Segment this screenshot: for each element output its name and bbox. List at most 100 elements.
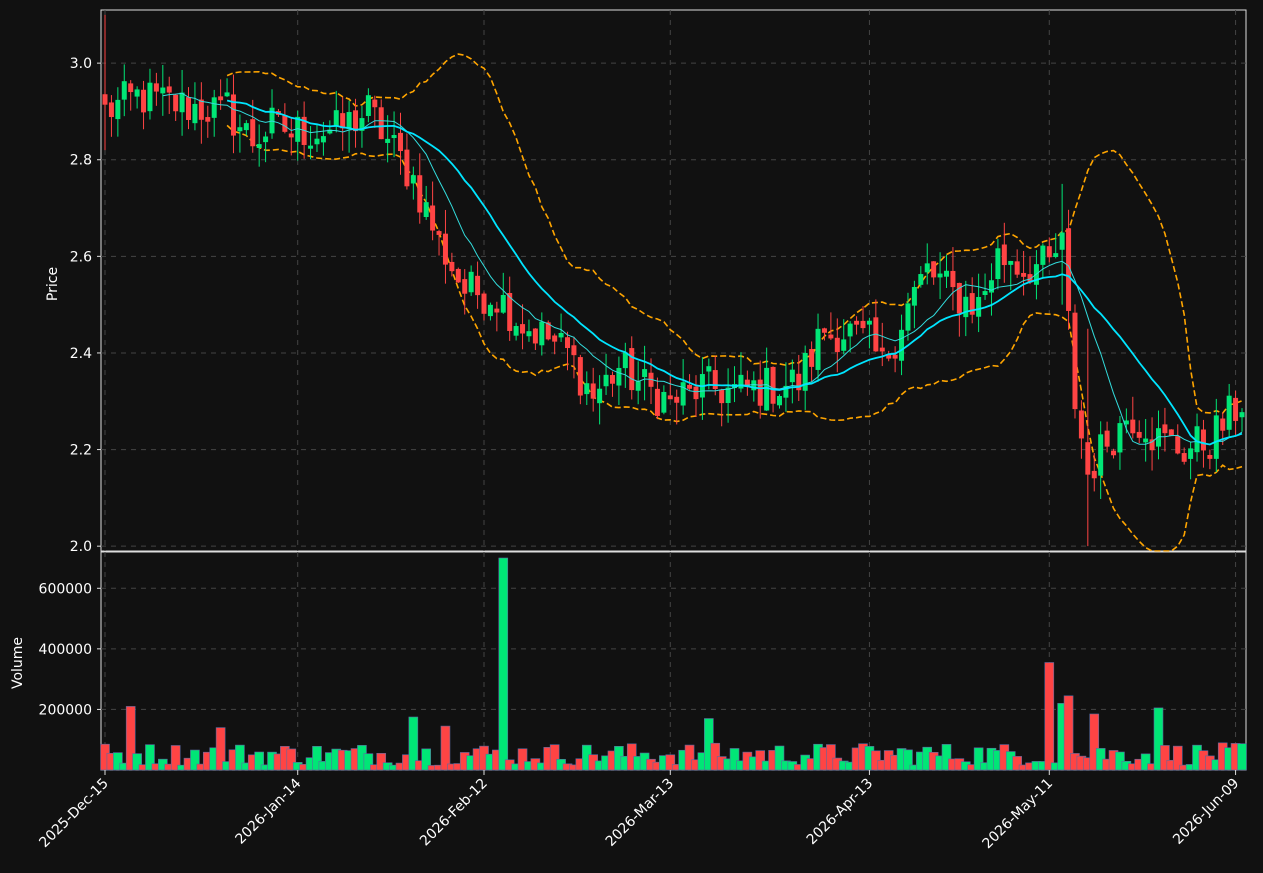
candle-down — [879, 347, 885, 352]
candle-up — [995, 248, 1001, 280]
candle-up — [308, 145, 314, 149]
candle-down — [719, 389, 725, 404]
volume-bar — [1172, 745, 1183, 771]
volume-bar — [1012, 756, 1022, 771]
volume-bar — [113, 752, 123, 771]
candle-up — [764, 367, 770, 411]
candle-up — [346, 112, 352, 130]
candle-down — [571, 345, 577, 356]
candle-down — [1111, 450, 1117, 456]
candle-up — [802, 352, 808, 391]
candle-down — [950, 270, 956, 288]
moving-averages — [162, 92, 1243, 446]
candle-down — [1130, 419, 1136, 434]
candle-down — [1091, 470, 1097, 479]
volume-bar — [549, 744, 560, 771]
candle-up — [841, 339, 847, 351]
volume-bar — [421, 748, 431, 771]
candle-down — [128, 83, 134, 93]
candle-up — [680, 382, 686, 406]
candle-up — [365, 95, 371, 116]
candle-up — [320, 136, 326, 143]
volume-bar — [517, 748, 528, 771]
price-ytick-label: 2.0 — [70, 539, 92, 555]
volume-bar — [1237, 743, 1247, 771]
candle-down — [404, 149, 410, 187]
candle-down — [828, 334, 834, 339]
candle-down — [565, 337, 571, 349]
candle-down — [1072, 312, 1078, 410]
candle-down — [674, 396, 680, 403]
candle-up — [847, 323, 853, 337]
candle-up — [468, 271, 474, 293]
candle-down — [218, 96, 224, 101]
price-axis-label: Price — [45, 267, 61, 301]
candle-up — [224, 92, 230, 97]
candle-up — [256, 144, 262, 148]
candle-down — [1104, 430, 1110, 447]
candle-down — [1149, 439, 1155, 451]
candle-up — [263, 136, 269, 143]
candle-down — [250, 119, 256, 147]
volume-bar — [684, 744, 695, 771]
volume-bar — [235, 744, 245, 771]
candle-up — [192, 103, 198, 124]
candle-up — [783, 385, 789, 398]
candle-up — [924, 263, 930, 273]
volume-bar — [941, 744, 952, 771]
candle-down — [141, 89, 147, 113]
candle-up — [539, 321, 545, 346]
candle-down — [757, 379, 763, 406]
candle-up — [147, 82, 153, 112]
candle-down — [436, 231, 442, 235]
candle-down — [552, 335, 558, 342]
upper-band — [226, 53, 1243, 415]
candle-up — [134, 89, 140, 97]
candle-down — [860, 320, 866, 329]
candle-up — [976, 296, 982, 317]
candle-up — [751, 380, 757, 391]
candle-down — [590, 383, 596, 399]
candle-up — [944, 270, 950, 277]
candle-down — [430, 205, 436, 231]
volume-bar — [312, 746, 322, 771]
candle-up — [295, 116, 301, 142]
volume-bar — [973, 747, 984, 771]
candle-up — [911, 286, 917, 306]
candle-up — [179, 92, 185, 113]
candle-up — [738, 374, 744, 389]
candle-up — [243, 123, 249, 131]
volume-axis-label: Volume — [10, 637, 26, 689]
candle-up — [642, 369, 648, 378]
candle-up — [327, 129, 333, 134]
candle-up — [558, 332, 564, 338]
volume-bar — [145, 744, 155, 771]
volume-bar — [774, 745, 785, 771]
candle-up — [661, 391, 667, 413]
candle-down — [687, 384, 693, 389]
volume-bar — [170, 745, 181, 771]
volume-bar — [254, 751, 264, 771]
candle-up — [597, 388, 603, 404]
volume-bar — [125, 706, 136, 771]
candle-up — [500, 294, 506, 313]
volume-ytick-label: 400000 — [39, 642, 92, 658]
candle-down — [712, 370, 718, 390]
candle-down — [475, 275, 481, 296]
candle-up — [622, 352, 628, 369]
candle-down — [854, 320, 860, 325]
candle-down — [809, 349, 815, 367]
volume-bar — [376, 753, 387, 771]
candle-down — [455, 268, 461, 283]
candle-down — [629, 348, 635, 391]
candle-up — [1213, 415, 1219, 459]
candle-down — [969, 293, 975, 315]
candle-down — [1001, 244, 1007, 266]
candle-down — [744, 379, 750, 387]
volume-bar — [1153, 707, 1164, 771]
candle-down — [1220, 418, 1226, 431]
candle-up — [982, 291, 988, 295]
candle-up — [866, 320, 872, 325]
candle-up — [899, 329, 905, 361]
